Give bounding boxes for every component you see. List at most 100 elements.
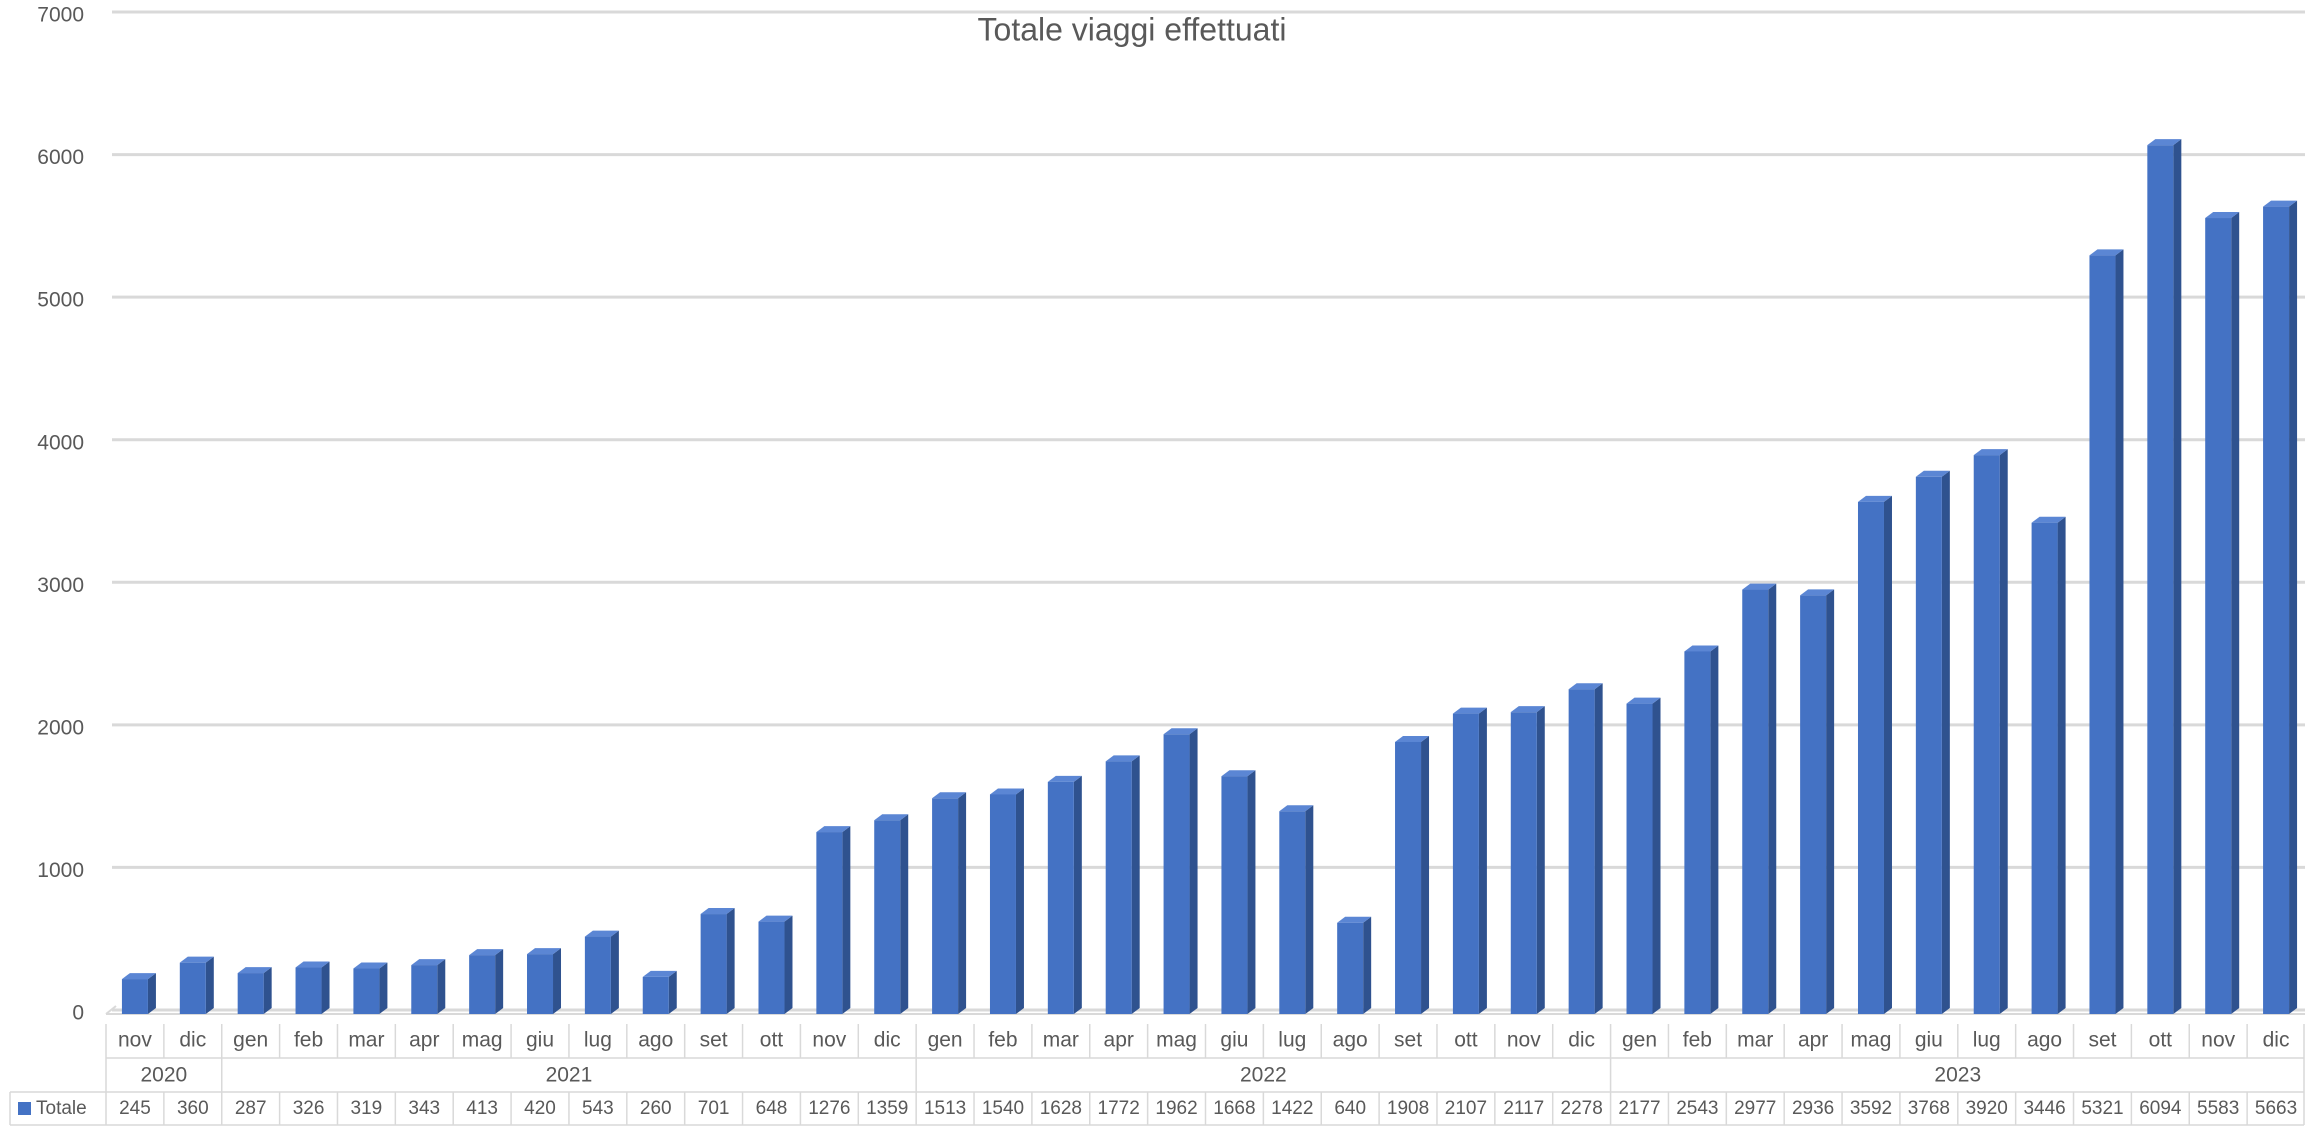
table-value: 319 bbox=[351, 1098, 383, 1119]
bar-top bbox=[1163, 728, 1198, 735]
bar-top bbox=[353, 962, 388, 969]
bar bbox=[758, 921, 785, 1014]
bar-side bbox=[1594, 683, 1603, 1014]
bar bbox=[1684, 651, 1711, 1014]
bar bbox=[2205, 218, 2232, 1015]
bar-side bbox=[784, 915, 793, 1014]
table-value: 1276 bbox=[808, 1098, 850, 1119]
bar-side bbox=[1015, 788, 1024, 1014]
bar bbox=[584, 936, 611, 1014]
group-label: 2022 bbox=[1240, 1064, 1287, 1087]
table-value: 1422 bbox=[1271, 1098, 1313, 1119]
x-tick-label: giu bbox=[1220, 1029, 1248, 1052]
x-tick-label: mar bbox=[1737, 1029, 1773, 1052]
table-value: 2936 bbox=[1792, 1098, 1834, 1119]
bar-side bbox=[668, 970, 677, 1014]
x-tick-label: lug bbox=[1278, 1029, 1306, 1052]
bar-top bbox=[1684, 645, 1719, 652]
bar bbox=[1800, 595, 1827, 1014]
bar bbox=[1452, 713, 1479, 1014]
bar-top bbox=[932, 792, 967, 799]
bar-top bbox=[527, 948, 562, 955]
x-tick-label: set bbox=[2088, 1029, 2116, 1052]
bar bbox=[527, 954, 554, 1014]
x-tick-label: lug bbox=[1973, 1029, 2001, 1052]
bar-top bbox=[1973, 449, 2008, 456]
table-value: 326 bbox=[293, 1098, 325, 1119]
x-tick-label: set bbox=[1394, 1029, 1422, 1052]
bar-side bbox=[900, 814, 909, 1014]
table-value: 413 bbox=[466, 1098, 498, 1119]
bar bbox=[121, 979, 148, 1014]
table-value: 287 bbox=[235, 1098, 267, 1119]
x-tick-label: feb bbox=[294, 1029, 323, 1052]
x-tick-label: nov bbox=[2201, 1029, 2235, 1052]
bar bbox=[2089, 255, 2116, 1014]
bar bbox=[237, 973, 264, 1014]
x-tick-label: nov bbox=[812, 1029, 846, 1052]
bar bbox=[2263, 206, 2290, 1015]
table-value: 3592 bbox=[1850, 1098, 1892, 1119]
bar-top bbox=[2089, 249, 2124, 256]
bar-top bbox=[1800, 589, 1835, 596]
table-value: 648 bbox=[756, 1098, 788, 1119]
y-tick-label: 2000 bbox=[37, 716, 84, 739]
bar-top bbox=[700, 908, 735, 915]
x-tick-label: gen bbox=[233, 1029, 268, 1052]
chart-title: Totale viaggi effettuati bbox=[978, 11, 1287, 47]
bar bbox=[874, 820, 901, 1014]
bar bbox=[2147, 145, 2174, 1015]
bar-top bbox=[1337, 916, 1372, 923]
x-tick-label: dic bbox=[179, 1029, 206, 1052]
bar-side bbox=[1363, 916, 1372, 1014]
bar-top bbox=[874, 814, 909, 821]
x-tick-label: feb bbox=[988, 1029, 1017, 1052]
x-tick-label: nov bbox=[1507, 1029, 1541, 1052]
table-value: 2543 bbox=[1676, 1098, 1718, 1119]
bar-top bbox=[295, 961, 330, 968]
bar-side bbox=[1131, 755, 1140, 1014]
table-value: 3768 bbox=[1908, 1098, 1950, 1119]
table-value: 1908 bbox=[1387, 1098, 1429, 1119]
table-value: 3920 bbox=[1966, 1098, 2008, 1119]
table-value: 5321 bbox=[2081, 1098, 2123, 1119]
bar-side bbox=[1883, 495, 1892, 1014]
table-value: 2278 bbox=[1561, 1098, 1603, 1119]
y-tick-label: 1000 bbox=[37, 859, 84, 882]
x-tick-label: dic bbox=[2263, 1029, 2290, 1052]
legend-label: Totale bbox=[36, 1098, 87, 1119]
x-tick-label: feb bbox=[1683, 1029, 1712, 1052]
bar-top bbox=[1510, 706, 1545, 713]
bar-top bbox=[1047, 775, 1082, 782]
y-axis bbox=[105, 1005, 117, 1015]
bar-top bbox=[2205, 212, 2240, 219]
x-tick-label: ago bbox=[1333, 1029, 1368, 1052]
bar-side bbox=[1999, 449, 2008, 1014]
group-label: 2020 bbox=[141, 1064, 188, 1087]
table-value: 1772 bbox=[1098, 1098, 1140, 1119]
bar-side bbox=[2173, 139, 2182, 1015]
bar bbox=[411, 965, 438, 1014]
table-value: 5583 bbox=[2197, 1098, 2239, 1119]
bar bbox=[1857, 501, 1884, 1014]
bar-top bbox=[2147, 139, 2182, 146]
x-tick-label: ott bbox=[2149, 1029, 2173, 1052]
table-value: 260 bbox=[640, 1098, 672, 1119]
bar bbox=[1973, 455, 2000, 1014]
bar-top bbox=[179, 956, 214, 963]
bar-side bbox=[1826, 589, 1835, 1014]
bar-side bbox=[321, 961, 330, 1014]
bar-top bbox=[121, 973, 156, 980]
bar-side bbox=[1478, 707, 1487, 1014]
x-tick-label: gen bbox=[1622, 1029, 1657, 1052]
y-tick-label: 3000 bbox=[37, 574, 84, 597]
bar-side bbox=[1189, 728, 1198, 1014]
bar bbox=[1221, 776, 1248, 1014]
bar bbox=[295, 967, 322, 1014]
bar bbox=[1163, 734, 1190, 1014]
bar-side bbox=[2289, 200, 2298, 1015]
table-value: 1513 bbox=[924, 1098, 966, 1119]
bar-side bbox=[1247, 770, 1256, 1014]
x-tick-label: dic bbox=[1568, 1029, 1595, 1052]
bar bbox=[642, 976, 669, 1014]
